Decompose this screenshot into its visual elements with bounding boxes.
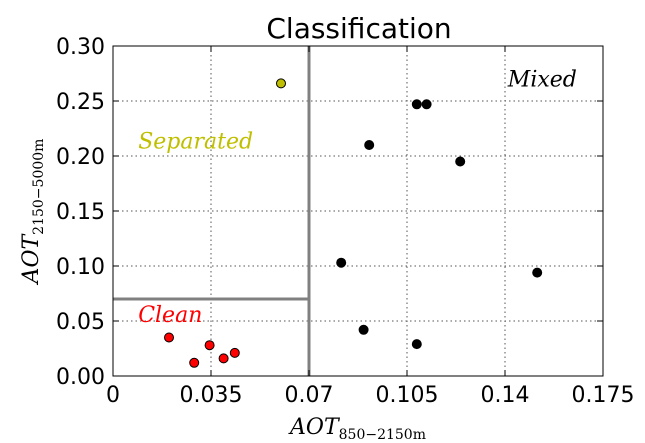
- x-tick-label: 0.175: [572, 383, 635, 408]
- chart-title: Classification: [266, 12, 451, 45]
- y-tick-label: 0.25: [56, 90, 105, 115]
- scatter-point: [364, 140, 375, 150]
- y-tick-label: 0.10: [56, 255, 105, 280]
- region-annotations: Mixed Separated Clean: [138, 68, 577, 328]
- x-tick-label: 0.035: [180, 383, 243, 408]
- y-tick-label: 0.20: [56, 145, 105, 170]
- scatter-point: [276, 78, 286, 89]
- y-tick-label: 0.15: [56, 200, 105, 225]
- x-tick-label: 0.07: [285, 383, 334, 408]
- threshold-lines: [113, 46, 311, 376]
- scatter-point: [189, 357, 200, 368]
- data-points: [164, 78, 543, 368]
- scatter-point: [455, 156, 466, 167]
- x-axis-ticks: 0 0.035 0.07 0.105 0.14 0.175: [106, 46, 634, 408]
- region-label: Clean: [138, 303, 202, 328]
- scatter-point: [229, 347, 240, 358]
- region-label: Separated: [138, 129, 253, 154]
- scatter-point: [336, 257, 347, 268]
- scatter-point: [411, 99, 422, 110]
- scatter-point: [204, 340, 215, 351]
- y-tick-label: 0.30: [56, 35, 105, 60]
- scatter-point: [358, 324, 369, 335]
- x-tick-label: 0: [106, 383, 120, 408]
- x-axis-label: AOT850−2150m: [288, 415, 426, 443]
- y-axis-ticks: 0.00 0.05 0.10 0.15 0.20 0.25 0.30: [56, 35, 603, 390]
- region-label: Mixed: [507, 68, 577, 93]
- x-tick-label: 0.14: [481, 383, 530, 408]
- y-axis-label: AOT2150−5000m: [19, 139, 47, 286]
- y-tick-label: 0.00: [56, 365, 105, 390]
- x-tick-label: 0.105: [376, 383, 439, 408]
- y-tick-label: 0.05: [56, 310, 105, 335]
- scatter-point: [421, 99, 432, 110]
- scatter-point: [532, 267, 543, 278]
- scatter-point: [411, 339, 422, 350]
- scatter-point: [218, 353, 229, 364]
- scatter-point: [164, 332, 174, 343]
